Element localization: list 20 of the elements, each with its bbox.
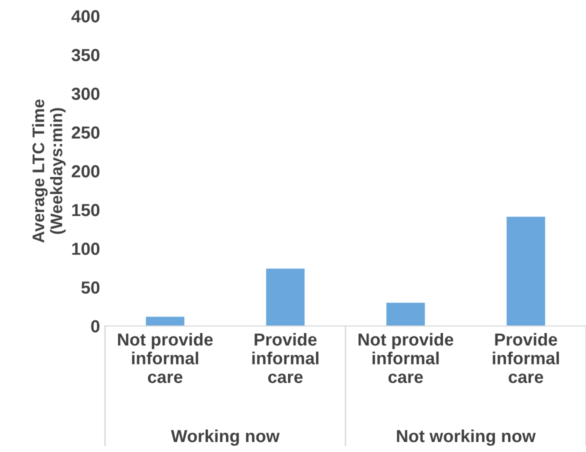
y-tick-label: 250: [72, 126, 100, 139]
x-tick-label: Not provide informal care: [118, 332, 213, 384]
bar: [506, 216, 546, 326]
y-tick-label: 200: [72, 165, 100, 178]
y-tick-label: 0: [91, 320, 100, 332]
bar: [266, 268, 305, 326]
text: Not working now: [396, 429, 536, 446]
y-tick-label: 300: [72, 88, 100, 100]
y-tick-label: 150: [72, 204, 100, 216]
bar: [146, 316, 184, 326]
bar: [386, 302, 425, 326]
x-tick-label: Not provide informal care: [358, 332, 454, 384]
x-tick-label: Provide informal care: [252, 332, 318, 384]
y-axis-title: Average LTC Time (Weekdays:min): [32, 99, 66, 243]
y-tick-label: 100: [72, 242, 100, 255]
y-tick-label: 350: [72, 48, 100, 62]
text: Working now: [170, 429, 280, 446]
y-tick-label: 50: [81, 281, 100, 294]
y-tick-label: 400: [71, 10, 100, 22]
x-tick-label: Provide informal care: [492, 332, 559, 384]
